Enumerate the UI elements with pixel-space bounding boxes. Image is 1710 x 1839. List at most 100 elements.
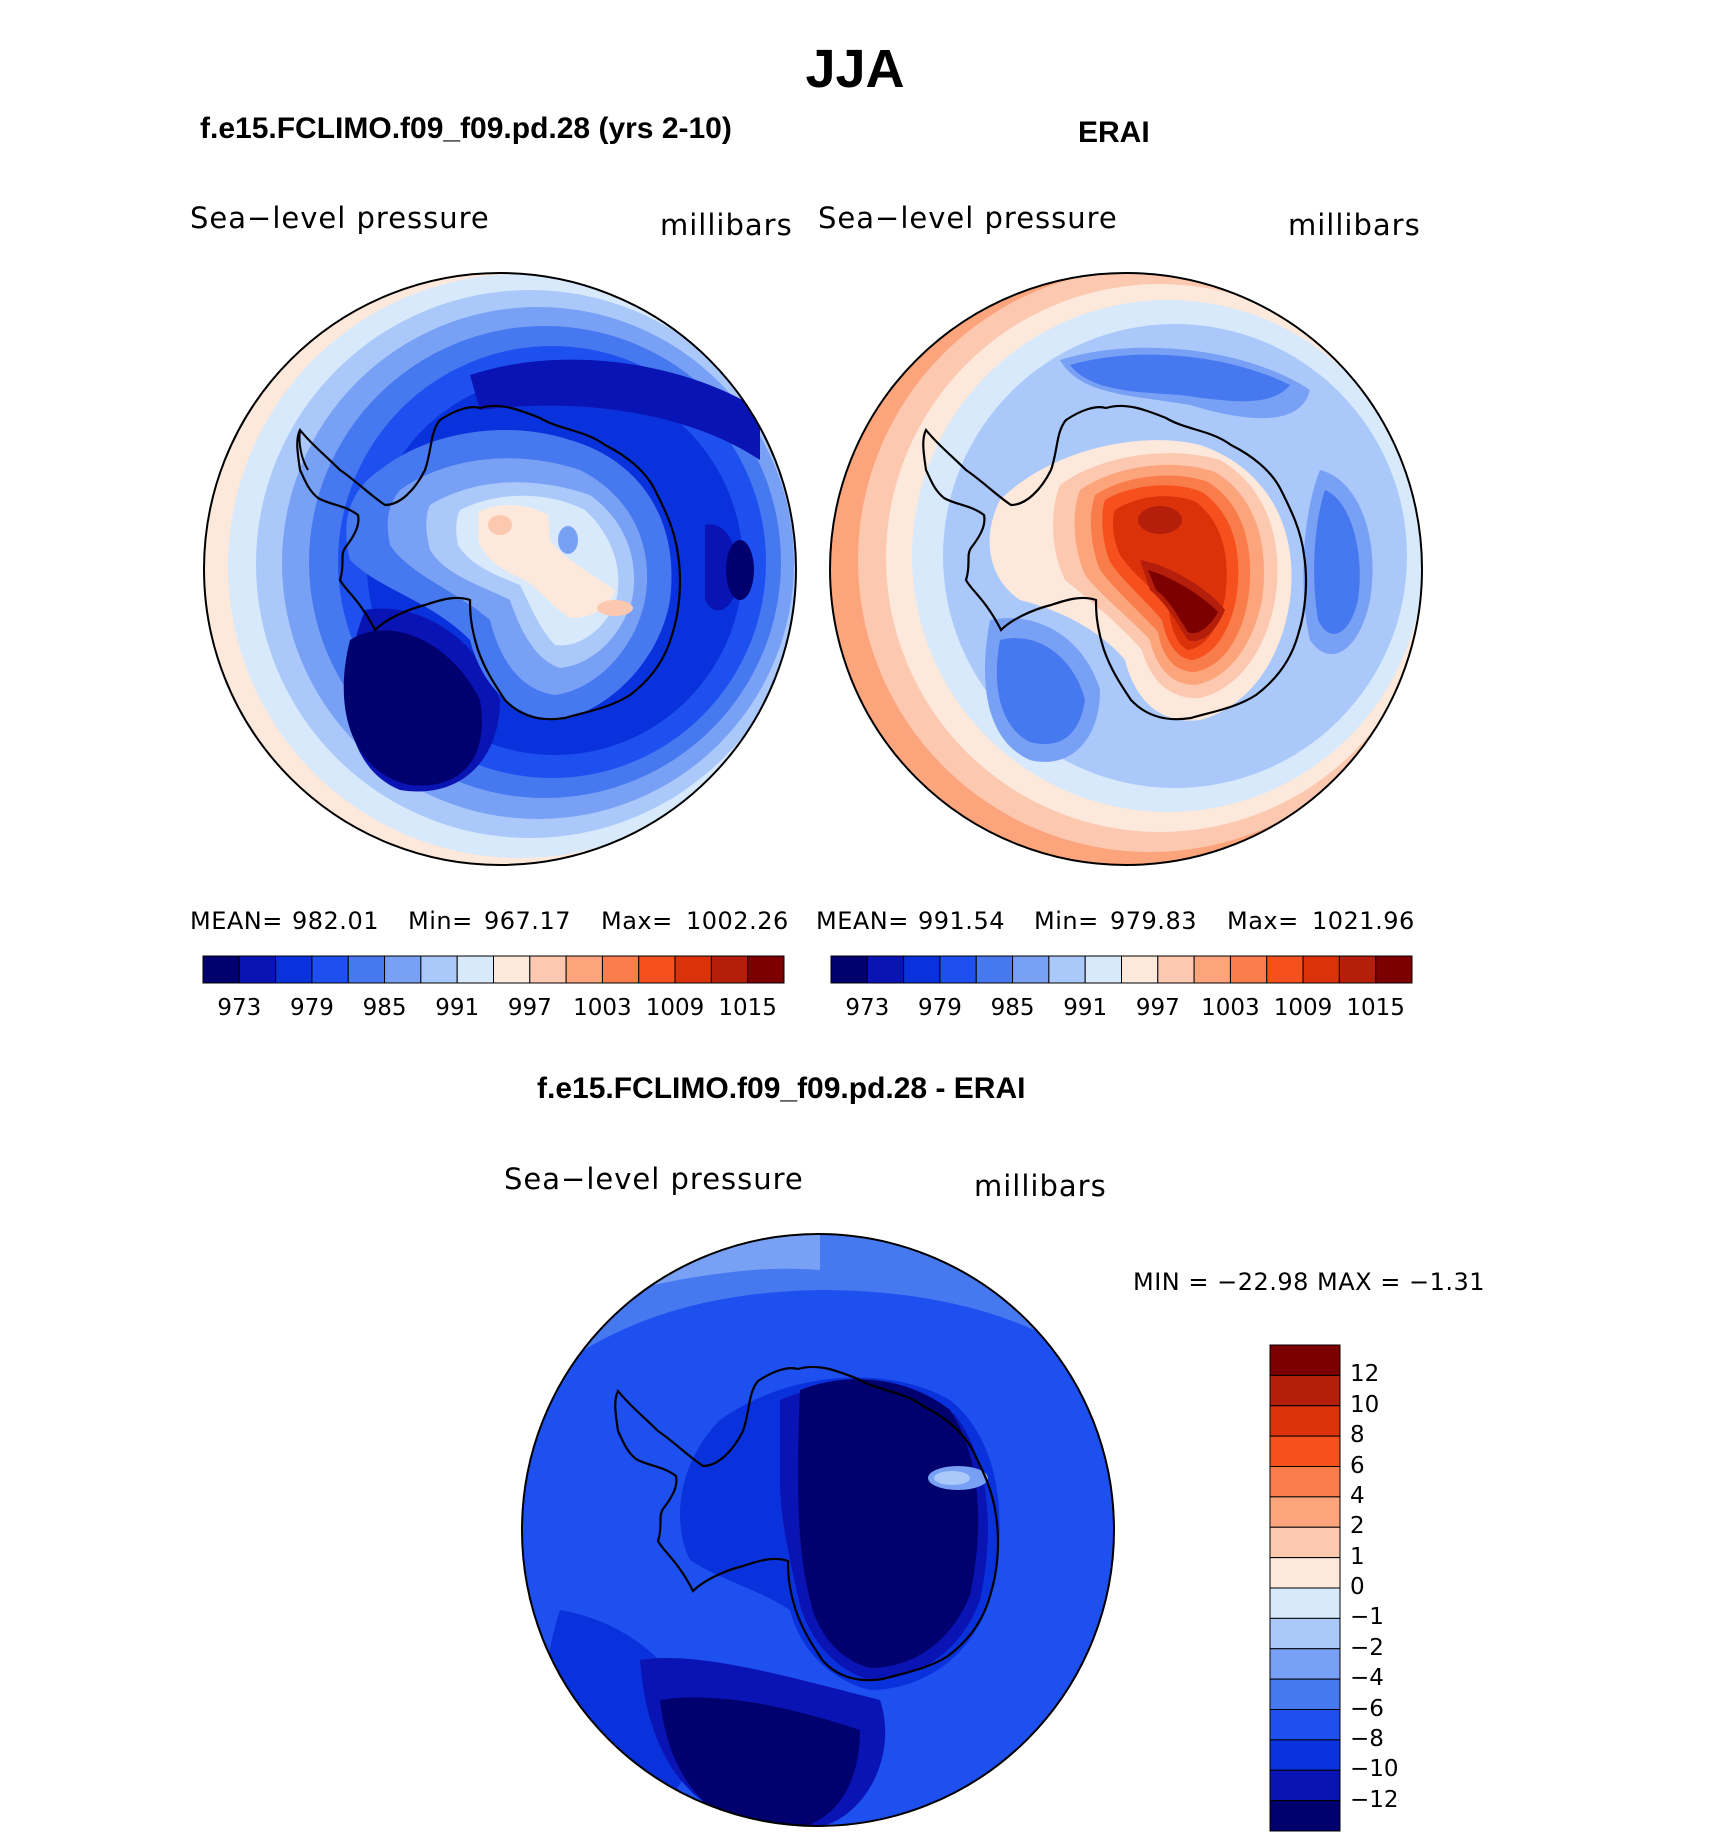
colorbar-swatch [1269, 1678, 1341, 1710]
colorbar-swatch [1302, 955, 1340, 984]
colorbar-tick-label: 985 [362, 995, 407, 1021]
contour-band [478, 504, 615, 619]
colorbar-swatch [601, 955, 640, 984]
colorbar-tick-label: 10 [1350, 1391, 1380, 1418]
contour-band [1138, 506, 1182, 534]
contour-band [726, 540, 754, 600]
stats-max-obs: 1021.96 [1312, 907, 1415, 935]
colorbar-model [202, 955, 785, 984]
colorbar-swatch [202, 955, 240, 984]
colorbar-swatch [1157, 955, 1195, 984]
coastline [614, 1365, 1000, 1682]
colorbar-tick-label: 991 [435, 995, 480, 1021]
colorbar-swatch [1193, 955, 1231, 984]
colorbar-swatch [238, 955, 277, 984]
colorbar-swatch [1269, 1526, 1341, 1559]
colorbar-tick-label: 979 [289, 995, 334, 1021]
colorbar-swatch [529, 955, 567, 984]
colorbar-diff [1269, 1344, 1341, 1832]
colorbar-tick-label: 1009 [1273, 995, 1333, 1021]
colorbar-swatch [1121, 955, 1159, 984]
colorbar-swatch [1269, 1617, 1341, 1650]
colorbar-tick-label: −8 [1350, 1725, 1384, 1752]
colorbar-tick-label: 0 [1350, 1574, 1365, 1600]
stats-min-label-model: Min= [408, 907, 473, 935]
colorbar-swatch [1269, 1466, 1341, 1498]
colorbar-tick-label: −4 [1350, 1665, 1384, 1692]
panel-title-obs: ERAI [1078, 116, 1150, 149]
colorbar-swatch [275, 955, 313, 984]
contour-band [1070, 354, 1290, 402]
colorbar-swatch [1012, 955, 1050, 984]
colorbar-tick-label: 1 [1350, 1543, 1365, 1570]
contour-band [798, 1379, 979, 1668]
contour-band [660, 1697, 860, 1826]
stats-min-obs: 979.83 [1110, 907, 1197, 935]
contour-band [343, 630, 482, 786]
colorbar-swatch [1269, 1405, 1341, 1437]
contour-band [1148, 570, 1218, 634]
colorbar-swatch [674, 955, 712, 984]
colorbar-swatch [1338, 955, 1377, 984]
panel-title-model: f.e15.FCLIMO.f09_f09.pd.28 (yrs 2-10) [200, 112, 732, 145]
variable-label-diff: Sea−level pressure [504, 1162, 804, 1196]
contour-band [558, 526, 578, 554]
colorbar-tick-label: 991 [1063, 995, 1108, 1021]
colorbar-swatch [1269, 1587, 1341, 1619]
colorbar-swatch [1269, 1800, 1341, 1832]
colorbar-swatch [1269, 1739, 1341, 1771]
colorbar-tick-label: −10 [1350, 1756, 1399, 1783]
colorbar-tick-label: −6 [1350, 1695, 1384, 1722]
contour-band [470, 359, 760, 460]
coastline [922, 404, 1308, 721]
colorbar-swatch [747, 955, 785, 984]
contour-band [934, 1471, 970, 1485]
colorbar-swatch [347, 955, 386, 984]
colorbar-swatch [1269, 1374, 1341, 1407]
colorbar-tick-label: 8 [1350, 1422, 1365, 1449]
units-label-obs: millibars [1288, 208, 1421, 242]
stats-min-model: 967.17 [484, 907, 571, 935]
main-title: JJA [805, 39, 905, 99]
stats-mean-obs: 991.54 [918, 907, 1005, 935]
colorbar-swatch [565, 955, 603, 984]
contour-band [1314, 490, 1360, 634]
units-label-diff: millibars [974, 1169, 1107, 1203]
stats-max-label-obs: Max= [1227, 907, 1299, 935]
colorbar-tick-label: 4 [1350, 1482, 1365, 1509]
colorbar-tick-label: 979 [917, 995, 962, 1021]
colorbar-tick-label: 12 [1350, 1361, 1380, 1388]
colorbar-tick-label: 2 [1350, 1513, 1365, 1540]
colorbar-swatch [384, 955, 422, 984]
colorbar-swatch [1269, 1557, 1341, 1589]
stats-diff: MIN = −22.98 MAX = −1.31 [1133, 1268, 1486, 1296]
colorbar-swatch [830, 955, 868, 984]
variable-label-obs: Sea−level pressure [818, 201, 1118, 235]
colorbar-swatch [1266, 955, 1304, 984]
colorbar-swatch [1269, 1769, 1341, 1802]
units-label-model: millibars [660, 208, 793, 242]
colorbar-tick-label: −12 [1350, 1786, 1399, 1813]
colorbar-tick-label: −1 [1350, 1604, 1384, 1631]
colorbar-swatch [1269, 1496, 1341, 1528]
contour-band [597, 600, 633, 616]
colorbar-tick-label: −2 [1350, 1634, 1384, 1661]
map-model [204, 273, 796, 865]
colorbar-swatch [1269, 1709, 1341, 1741]
colorbar-swatch [1269, 1435, 1341, 1467]
colorbar-swatch [1269, 1648, 1341, 1680]
colorbar-tick-label: 997 [1135, 995, 1180, 1021]
map-obs-outline [829, 272, 1423, 866]
colorbar-swatch [1229, 955, 1268, 984]
map-diff-outline [521, 1233, 1115, 1827]
colorbar-tick-label: 997 [507, 995, 552, 1021]
colorbar-tick-label: 973 [217, 995, 262, 1021]
colorbar-swatch [638, 955, 676, 984]
panel-title-diff: f.e15.FCLIMO.f09_f09.pd.28 - ERAI [537, 1072, 1026, 1105]
colorbar-swatch [939, 955, 977, 984]
colorbar-swatch [456, 955, 494, 984]
colorbar-swatch [1269, 1344, 1341, 1376]
colorbar-tick-label: 1003 [1201, 995, 1260, 1021]
colorbar-swatch [903, 955, 941, 984]
